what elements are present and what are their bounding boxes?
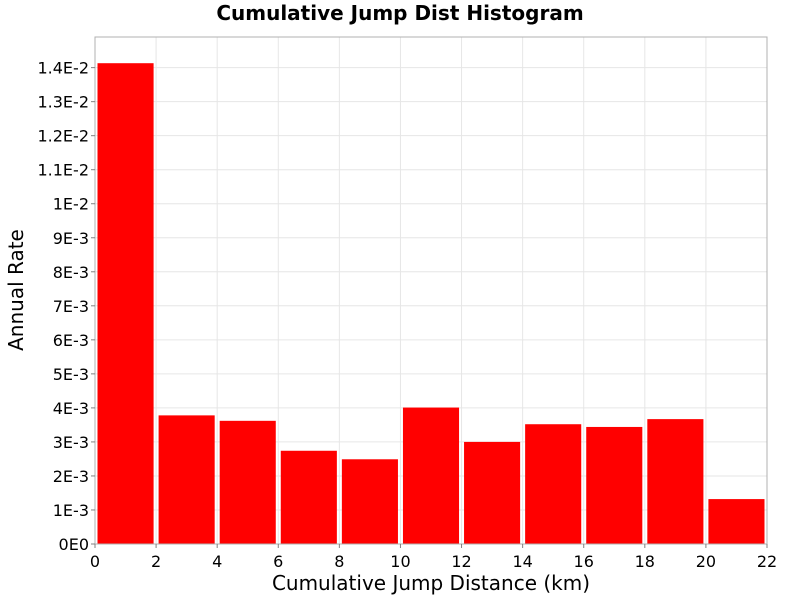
histogram-bar <box>708 499 765 544</box>
y-tick-label: 4E-3 <box>53 399 89 418</box>
x-tick-label: 18 <box>635 552 655 571</box>
x-tick-label: 20 <box>696 552 716 571</box>
x-tick-label: 12 <box>451 552 471 571</box>
y-tick-label: 5E-3 <box>53 365 89 384</box>
x-tick-label: 16 <box>574 552 594 571</box>
histogram-bar <box>341 459 398 544</box>
y-tick-label: 1E-2 <box>53 195 89 214</box>
x-tick-label: 8 <box>334 552 344 571</box>
y-tick-label: 6E-3 <box>53 331 89 350</box>
histogram-bar <box>464 441 521 544</box>
histogram-bar <box>586 426 643 544</box>
x-tick-label: 2 <box>151 552 161 571</box>
y-tick-label: 1.1E-2 <box>37 161 89 180</box>
plot-area-border <box>94 36 768 545</box>
histogram-bar <box>280 450 337 544</box>
bars <box>97 63 765 544</box>
histogram-bar <box>97 63 154 544</box>
x-tick-label: 22 <box>757 552 777 571</box>
y-tick-label: 1E-3 <box>53 501 89 520</box>
y-tick-label: 8E-3 <box>53 263 89 282</box>
histogram-bar <box>402 407 460 544</box>
y-tick-label: 0E0 <box>59 535 89 554</box>
y-axis-label: Annual Rate <box>4 229 28 351</box>
histogram-bar <box>158 415 215 544</box>
x-tick-label: 10 <box>390 552 410 571</box>
x-tick-label: 6 <box>273 552 283 571</box>
histogram-bar <box>525 424 582 544</box>
y-tick-label: 1.4E-2 <box>37 59 89 78</box>
x-tick-label: 0 <box>90 552 100 571</box>
y-tick-label: 3E-3 <box>53 433 89 452</box>
y-axis-ticks: 0E0 1E-3 2E-3 3E-3 4E-3 5E-3 6E-3 7E-3 8E-3 9E-3 1… <box>37 59 95 554</box>
x-tick-label: 14 <box>512 552 532 571</box>
y-tick-label: 2E-3 <box>53 467 89 486</box>
chart-title: Cumulative Jump Dist Histogram <box>216 1 583 25</box>
y-tick-label: 7E-3 <box>53 297 89 316</box>
histogram-bar <box>219 420 276 544</box>
y-tick-label: 9E-3 <box>53 229 89 248</box>
grid <box>94 37 768 545</box>
y-tick-label: 1.2E-2 <box>37 127 89 146</box>
y-tick-label: 1.3E-2 <box>37 93 89 112</box>
x-axis-label: Cumulative Jump Distance (km) <box>272 571 590 595</box>
histogram-bar <box>647 419 704 544</box>
x-axis-ticks: 0 2 4 6 8 10 12 14 16 18 20 22 <box>90 544 777 571</box>
x-tick-label: 4 <box>212 552 222 571</box>
